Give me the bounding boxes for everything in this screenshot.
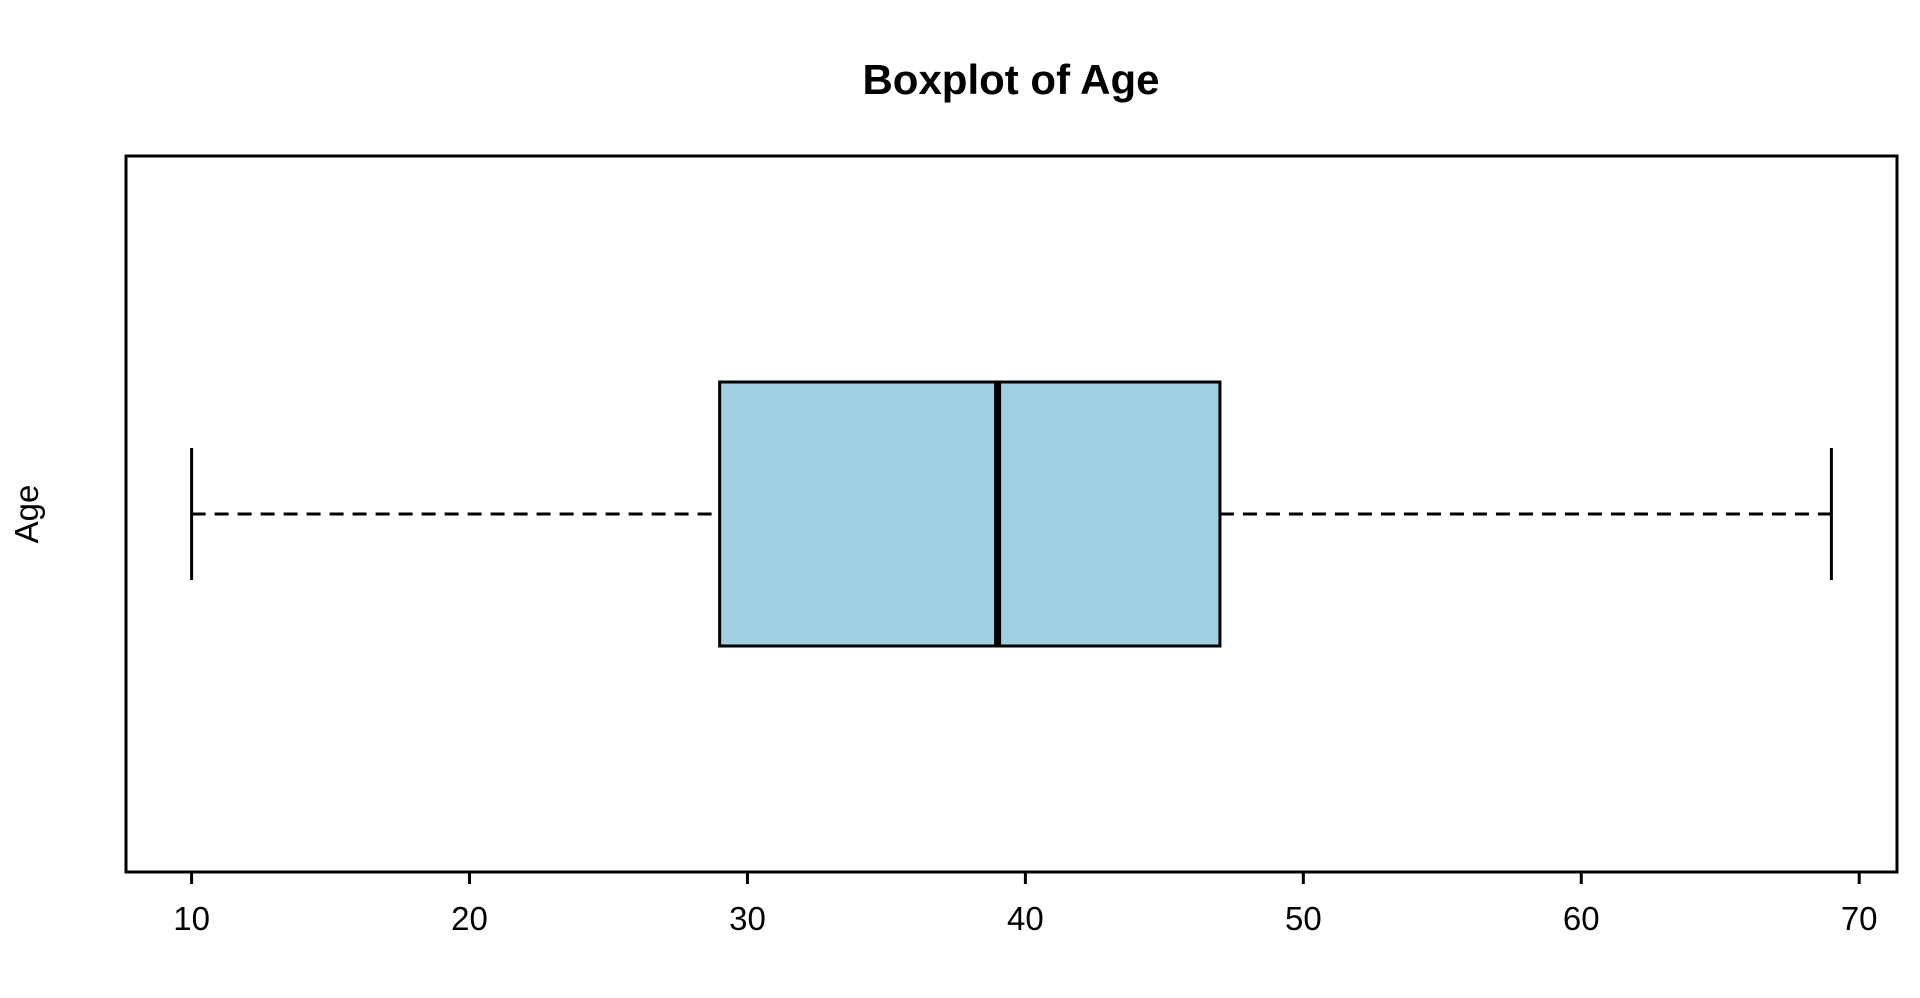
x-tick-label: 50 <box>1285 900 1322 937</box>
x-tick-label: 20 <box>451 900 488 937</box>
x-tick-label: 60 <box>1563 900 1600 937</box>
y-axis-label: Age <box>8 485 45 544</box>
x-tick-label: 70 <box>1841 900 1878 937</box>
x-tick-label: 30 <box>729 900 766 937</box>
plot-frame <box>124 154 1899 874</box>
x-tick-label: 40 <box>1007 900 1044 937</box>
iqr-box <box>718 380 1222 648</box>
chart-title: Boxplot of Age <box>862 56 1159 103</box>
x-tick-label: 10 <box>173 900 210 937</box>
